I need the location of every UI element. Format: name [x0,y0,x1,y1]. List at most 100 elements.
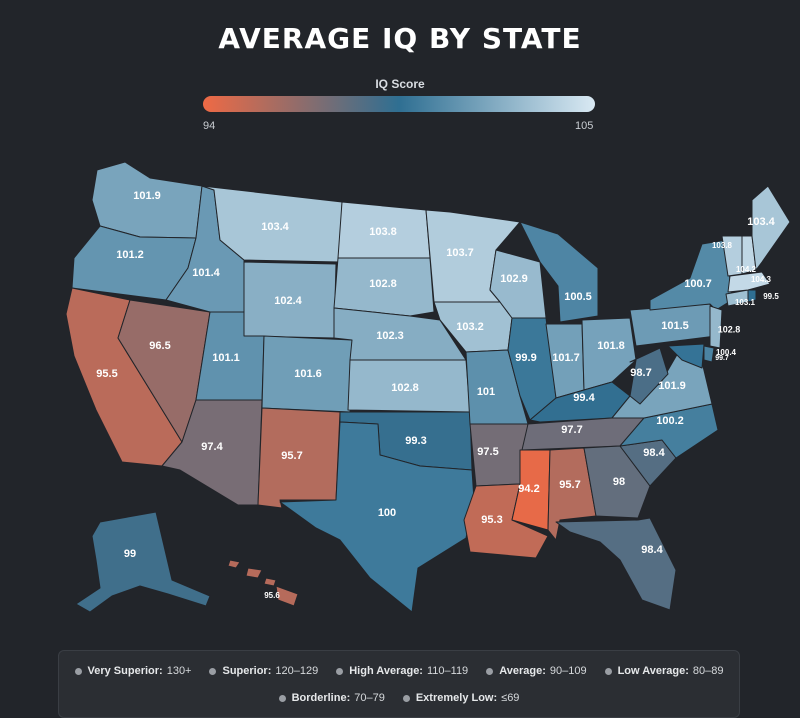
state-label-tx: 100 [378,507,396,519]
state-label-ky: 99.4 [573,392,595,404]
bullet-icon [278,694,286,702]
state-label-oh: 101.8 [597,340,625,352]
legend-item-average: Average: 90–109 [486,665,587,677]
state-ky[interactable] [529,381,631,423]
state-vt[interactable] [721,235,743,277]
state-label-ny: 100.7 [684,278,712,290]
state-label-de: 100.4 [716,348,737,357]
state-label-wa: 101.9 [133,190,161,202]
state-ma[interactable] [727,271,771,293]
state-label-ar: 97.5 [477,446,498,458]
iq-category-legend-row-1: Very Superior: 130+ Superior: 120–129 High… [59,665,739,677]
iq-category-legend: Very Superior: 130+ Superior: 120–129 High… [58,650,740,718]
state-label-va: 101.9 [658,380,686,392]
legend-item-low-average: Low Average: 80–89 [604,665,724,677]
state-label-mt: 103.4 [261,221,289,233]
legend-item-range: 110–119 [426,665,469,677]
state-label-nd: 103.8 [369,226,397,238]
state-label-tn: 97.7 [561,424,582,436]
legend-item-range: 80–89 [692,665,724,677]
state-label-sc: 98.4 [643,447,665,459]
state-label-pa: 101.5 [661,320,689,332]
state-label-ma: 104.3 [751,275,772,284]
state-label-ga: 98 [613,476,625,488]
state-label-ok: 99.3 [405,435,426,447]
state-label-sd: 102.8 [369,278,397,290]
map-title: AVERAGE IQ BY STATE [218,22,582,55]
state-label-nh: 104.2 [736,265,757,274]
bullet-icon [402,694,410,702]
state-label-id: 101.4 [192,267,220,279]
bullet-icon [604,667,612,675]
state-label-me: 103.4 [747,216,775,228]
state-label-ks: 102.8 [391,382,419,394]
legend-item-borderline: Borderline: 70–79 [278,692,385,704]
state-label-nm: 95.7 [281,450,302,462]
state-label-la: 95.3 [481,514,502,526]
state-ms[interactable] [511,449,551,531]
state-hi[interactable] [227,559,299,607]
state-label-ca: 95.5 [96,368,117,380]
state-wv[interactable] [629,347,669,405]
color-scale-bar [203,96,595,112]
iq-category-legend-row-2: Borderline: 70–79 Extremely Low: ≤69 [59,692,739,704]
legend-item-range: 90–109 [549,665,587,677]
state-md[interactable] [667,343,705,369]
state-label-fl: 98.4 [641,544,663,556]
state-oh[interactable] [581,317,637,391]
state-label-wi: 102.9 [500,273,528,285]
state-label-nc: 100.2 [656,415,684,427]
legend-item-range: 130+ [166,665,192,677]
legend-item-range: ≤69 [501,692,520,704]
bullet-icon [336,667,344,675]
state-sd[interactable] [333,257,435,317]
state-label-az: 97.4 [201,441,223,453]
legend-item-high-average: High Average: 110–119 [336,665,468,677]
state-me[interactable] [751,185,791,271]
state-fl[interactable] [555,517,677,611]
state-tx[interactable] [279,421,475,613]
legend-item-range: 120–129 [275,665,319,677]
state-de[interactable] [703,345,715,363]
state-label-nj: 102.8 [718,324,741,334]
state-label-ri: 99.5 [763,292,779,301]
legend-item-range: 70–79 [354,692,385,704]
state-mi[interactable] [519,221,599,323]
state-label-md: 99.7 [715,355,729,362]
bullet-icon [486,667,494,675]
state-label-in: 101.7 [552,352,580,364]
state-label-co: 101.6 [294,368,322,380]
legend-item-label: Average: [499,665,546,677]
color-scale-max-label: 105 [575,120,594,132]
legend-item-superior: Superior: 120–129 [209,665,318,677]
state-label-il: 99.9 [515,352,536,364]
legend-item-extremely-low: Extremely Low: ≤69 [402,692,520,704]
color-scale-title: IQ Score [375,77,425,91]
bullet-icon [209,667,217,675]
state-label-ia: 103.2 [456,321,484,333]
state-label-ms: 94.2 [518,483,539,495]
state-nj[interactable] [709,305,723,349]
legend-item-label: Extremely Low: [415,692,498,704]
state-label-wy: 102.4 [274,295,302,307]
legend-item-label: Low Average: [617,665,689,677]
state-label-ct: 103.1 [735,298,756,307]
state-label-hi: 95.6 [264,591,280,600]
legend-item-label: Superior: [222,665,272,677]
state-ak[interactable] [75,511,211,613]
state-ri[interactable] [747,289,757,303]
bullet-icon [74,667,82,675]
state-label-mo: 101 [477,386,495,398]
color-scale-min-label: 94 [203,120,216,132]
state-label-ne: 102.3 [376,330,404,342]
state-label-nv: 96.5 [149,340,170,352]
state-label-or: 101.2 [116,249,144,261]
state-label-mi: 100.5 [564,291,592,303]
legend-item-very-superior: Very Superior: 130+ [74,665,192,677]
state-label-vt: 103.8 [712,241,733,250]
state-label-al: 95.7 [559,479,580,491]
state-ny[interactable] [649,239,733,311]
legend-item-label: Very Superior: [87,665,163,677]
state-label-ut: 101.1 [212,352,240,364]
